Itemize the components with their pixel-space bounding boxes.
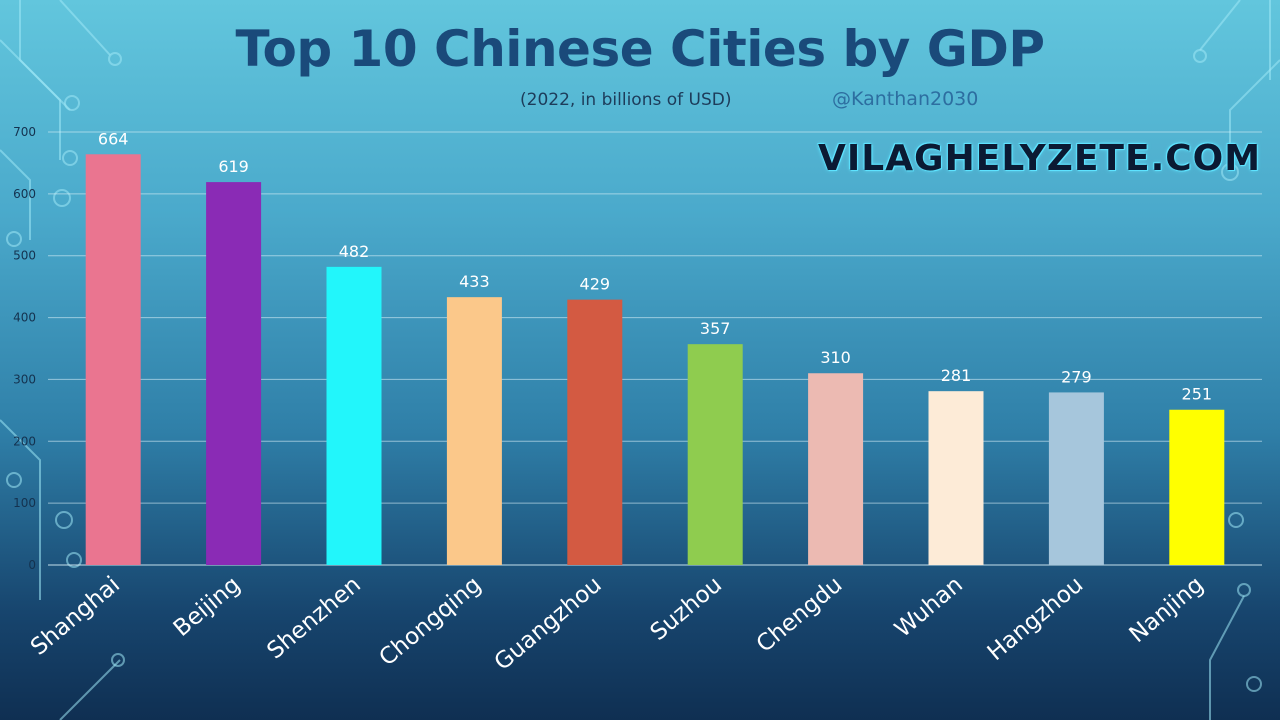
author-handle: @Kanthan2030 (832, 88, 979, 110)
data-label: 619 (218, 157, 249, 176)
x-tick-label: Shenzhen (262, 572, 366, 665)
bar-suzhou (687, 344, 743, 565)
x-tick-label: Beijing (169, 572, 246, 642)
bar-beijing (206, 182, 262, 565)
data-label: 310 (820, 348, 851, 367)
y-tick-label: 400 (13, 311, 36, 325)
bar-shenzhen (326, 266, 382, 565)
data-label: 281 (941, 366, 972, 385)
data-label: 357 (700, 319, 731, 338)
y-tick-label: 500 (13, 249, 36, 263)
y-tick-label: 100 (13, 496, 36, 510)
x-tick-label: Shanghai (26, 572, 125, 661)
data-label: 433 (459, 272, 490, 291)
data-label: 279 (1061, 367, 1092, 386)
site-watermark: VILAGHELYZETE.COM (818, 138, 1262, 179)
bar-wuhan (928, 391, 984, 565)
chart-title: Top 10 Chinese Cities by GDP (235, 20, 1045, 78)
y-tick-label: 700 (13, 125, 36, 139)
x-tick-label: Guangzhou (490, 572, 607, 676)
data-label: 482 (339, 242, 370, 261)
x-tick-label: Nanjing (1125, 572, 1209, 648)
data-label: 664 (98, 129, 129, 148)
chart-subtitle: (2022, in billions of USD) (520, 90, 732, 110)
y-tick-label: 600 (13, 187, 36, 201)
y-tick-label: 0 (28, 558, 36, 572)
bar-hangzhou (1048, 392, 1104, 565)
bar-nanjing (1169, 409, 1225, 565)
x-tick-label: Chengdu (752, 572, 848, 658)
y-tick-label: 200 (13, 434, 36, 448)
x-tick-label: Suzhou (646, 572, 727, 646)
bar-guangzhou (567, 299, 623, 565)
data-label: 429 (580, 275, 611, 294)
x-tick-label: Wuhan (890, 572, 968, 643)
data-label: 251 (1182, 385, 1213, 404)
x-tick-label: Hangzhou (983, 572, 1088, 666)
bar-shanghai (85, 154, 141, 566)
y-tick-label: 300 (13, 372, 36, 386)
x-tick-label: Chongqing (375, 572, 487, 672)
bar-chengdu (808, 373, 864, 565)
bar-chongqing (446, 297, 502, 565)
